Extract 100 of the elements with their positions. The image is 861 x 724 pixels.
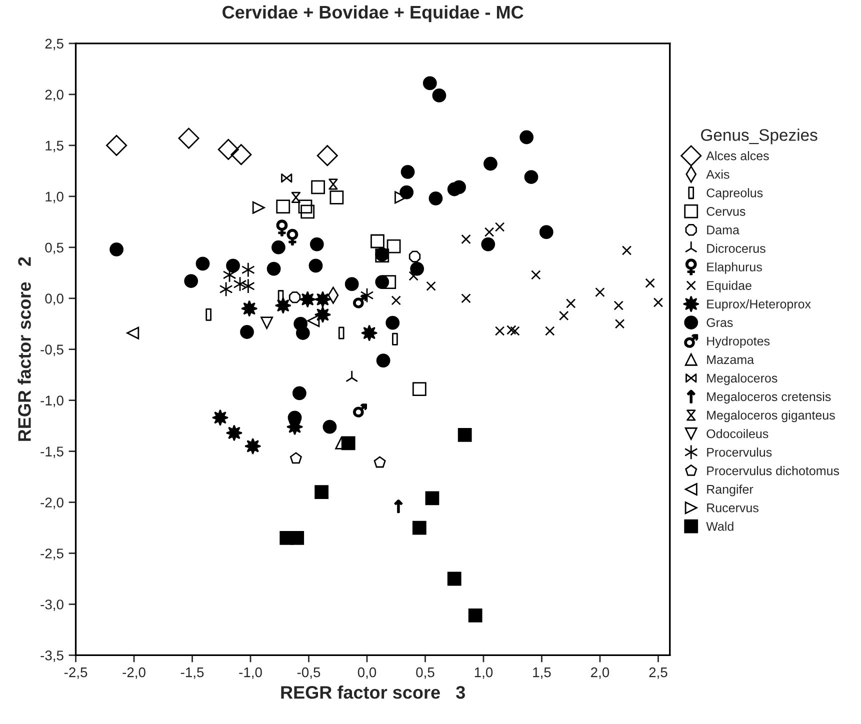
legend-label: Rangifer bbox=[707, 484, 754, 496]
point bbox=[374, 456, 386, 468]
x-tick-label: -2,5 bbox=[64, 667, 88, 679]
point bbox=[558, 310, 569, 321]
y-tick-label: -0,5 bbox=[40, 344, 64, 356]
point bbox=[484, 227, 494, 237]
chart-title: Cervidae + Bovidae + Equidae - MC bbox=[222, 5, 524, 22]
point bbox=[468, 608, 482, 622]
legend-label: Rucervus bbox=[707, 504, 758, 512]
point bbox=[520, 130, 534, 144]
point bbox=[622, 246, 632, 256]
point bbox=[219, 282, 233, 297]
point bbox=[408, 271, 418, 281]
point bbox=[252, 201, 265, 214]
point bbox=[110, 242, 124, 256]
x-tick-label: 0,0 bbox=[358, 667, 376, 679]
point bbox=[314, 485, 329, 500]
point bbox=[352, 404, 368, 418]
y-tick-label: 1,5 bbox=[46, 140, 64, 152]
point bbox=[241, 300, 258, 317]
point bbox=[240, 325, 254, 339]
point bbox=[382, 275, 396, 289]
point bbox=[196, 256, 210, 271]
point bbox=[106, 134, 128, 156]
point bbox=[218, 138, 239, 160]
y-tick-label: 0,0 bbox=[45, 294, 64, 306]
point bbox=[266, 262, 281, 276]
point bbox=[292, 386, 306, 400]
y-tick-label: 0,5 bbox=[45, 242, 64, 254]
legend-label: Dama bbox=[707, 226, 740, 234]
y-tick-label: -2,0 bbox=[40, 498, 64, 510]
legend-title: Genus_Spezies bbox=[701, 128, 818, 144]
point bbox=[614, 318, 625, 329]
legend-label: Axis bbox=[706, 170, 730, 179]
point bbox=[481, 237, 496, 252]
point bbox=[241, 262, 255, 278]
point bbox=[360, 324, 378, 342]
legend-label: Dicrocerus bbox=[707, 244, 766, 253]
point bbox=[426, 281, 436, 291]
point bbox=[539, 225, 554, 240]
point bbox=[322, 420, 337, 434]
point bbox=[425, 491, 440, 506]
legend-label: Capreolus bbox=[706, 188, 763, 200]
point bbox=[370, 234, 384, 248]
point bbox=[506, 325, 516, 335]
point bbox=[241, 278, 255, 294]
point bbox=[290, 452, 302, 464]
point bbox=[410, 262, 424, 276]
point bbox=[653, 298, 664, 308]
y-tick-label: 2,5 bbox=[45, 38, 64, 50]
point bbox=[328, 178, 338, 190]
point bbox=[290, 531, 304, 545]
legend-label: Equidae bbox=[707, 280, 752, 292]
point bbox=[484, 156, 498, 171]
x-axis-title: REGR factor score 3 bbox=[281, 686, 465, 699]
point bbox=[307, 314, 320, 328]
legend-label: Elaphurus bbox=[707, 262, 762, 274]
point bbox=[281, 173, 292, 183]
point bbox=[494, 222, 505, 232]
point bbox=[428, 191, 443, 206]
point bbox=[386, 239, 401, 254]
point bbox=[184, 274, 198, 288]
point bbox=[276, 220, 288, 236]
legend-label: Megaloceros cretensis bbox=[707, 392, 831, 404]
point bbox=[344, 277, 359, 292]
y-tick-label: 1,0 bbox=[46, 192, 64, 204]
point bbox=[212, 409, 229, 426]
y-axis-title: REGR factor score 2 bbox=[18, 257, 31, 441]
point bbox=[244, 438, 262, 455]
point bbox=[375, 275, 390, 289]
legend-label: Megaloceros bbox=[707, 373, 778, 386]
x-tick-label: -1,0 bbox=[239, 667, 262, 679]
point bbox=[226, 258, 240, 273]
x-tick-label: -2,0 bbox=[122, 667, 146, 679]
x-tick-label: 2,5 bbox=[649, 667, 668, 679]
point bbox=[226, 424, 243, 442]
point bbox=[412, 382, 426, 396]
point bbox=[510, 326, 520, 336]
point bbox=[126, 326, 140, 340]
y-tick-label: -2,5 bbox=[40, 548, 64, 560]
legend-label: Megaloceros giganteus bbox=[707, 410, 835, 422]
point bbox=[461, 293, 471, 304]
x-tick-label: -1,5 bbox=[180, 668, 204, 679]
point bbox=[412, 520, 426, 535]
legend-label: Gras bbox=[706, 318, 733, 328]
legend-label: Procervulus bbox=[707, 448, 772, 457]
point bbox=[524, 170, 538, 184]
point bbox=[452, 180, 466, 194]
point bbox=[310, 237, 324, 252]
x-tick-label: -0,5 bbox=[297, 667, 320, 679]
point bbox=[614, 300, 624, 310]
point bbox=[291, 192, 301, 203]
point bbox=[330, 190, 344, 204]
point bbox=[458, 428, 472, 442]
point bbox=[494, 326, 505, 336]
point bbox=[400, 164, 415, 179]
point bbox=[314, 291, 332, 308]
point bbox=[391, 296, 401, 306]
point bbox=[276, 200, 290, 214]
point bbox=[461, 234, 471, 244]
